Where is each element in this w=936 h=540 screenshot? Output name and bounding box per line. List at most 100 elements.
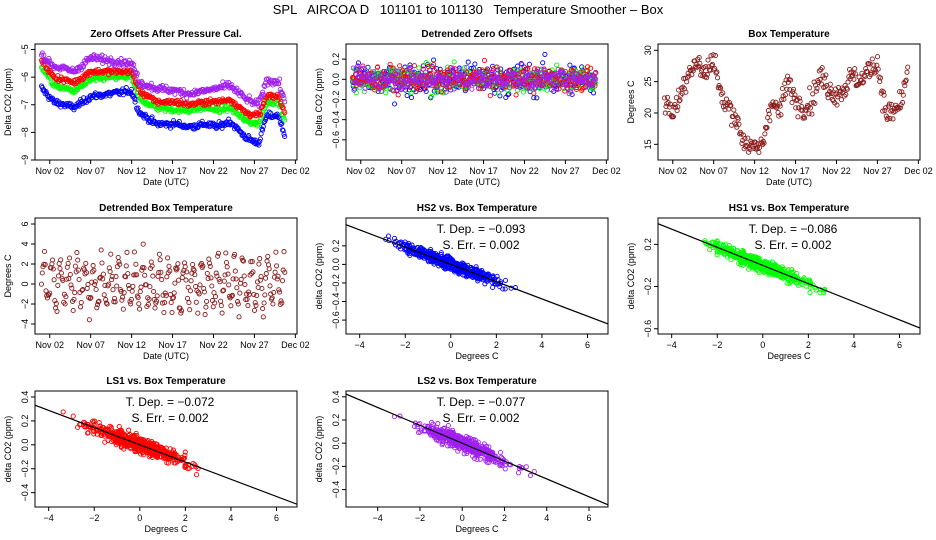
data-point: [263, 271, 269, 277]
data-point: [118, 289, 124, 295]
data-point: [240, 257, 246, 263]
data-point: [232, 126, 238, 132]
data-point: [117, 261, 123, 267]
x-tick-label: 6: [585, 340, 590, 350]
data-point: [190, 261, 196, 268]
data-point: [502, 286, 508, 292]
y-tick-label: 20: [643, 108, 653, 118]
data-point: [361, 73, 367, 79]
data-point: [894, 105, 900, 111]
data-point: [361, 89, 367, 95]
panel-hs1: HS1 vs. Box Temperature−4 −2 0 2 4 6−0.6−0.20…: [626, 203, 921, 361]
data-point: [129, 288, 135, 294]
data-point: [67, 255, 73, 261]
data-point: [257, 94, 263, 100]
data-point: [121, 290, 127, 296]
data-point: [519, 61, 525, 67]
data-point: [259, 285, 265, 292]
data-point: [64, 276, 70, 282]
data-point: [222, 272, 228, 278]
data-point: [111, 295, 118, 301]
data-point: [742, 135, 748, 142]
data-point: [385, 233, 392, 239]
data-point: [137, 289, 143, 295]
x-tick-label: Dec 02: [592, 166, 621, 176]
data-point: [148, 259, 154, 265]
y-tick-label: 0.4: [20, 391, 30, 404]
data-point: [87, 295, 93, 301]
data-point: [273, 249, 279, 255]
data-point: [272, 269, 278, 275]
data-point: [271, 289, 277, 296]
data-point: [378, 88, 384, 95]
data-point: [694, 64, 700, 70]
data-point: [229, 292, 235, 298]
data-point: [89, 269, 95, 275]
data-point: [738, 254, 745, 260]
data-point: [502, 277, 509, 283]
data-point: [267, 283, 273, 289]
data-point: [777, 103, 783, 109]
data-point: [370, 79, 376, 85]
data-point: [534, 66, 541, 72]
data-point: [524, 85, 530, 91]
data-point: [451, 259, 457, 266]
data-point: [469, 266, 475, 272]
data-point: [75, 424, 81, 431]
data-point: [676, 98, 682, 104]
data-point: [215, 253, 221, 259]
data-point: [438, 89, 444, 95]
data-point: [216, 276, 222, 282]
data-point: [779, 85, 785, 92]
panel-zero: Zero Offsets After Pressure Cal.Nov 02 No…: [3, 29, 310, 187]
data-point: [221, 287, 227, 293]
data-point: [834, 102, 840, 108]
data-point: [465, 273, 471, 279]
data-point: [228, 303, 234, 309]
data-point: [808, 100, 814, 106]
data-point: [170, 118, 177, 124]
x-tick-label: Nov 17: [158, 340, 187, 350]
data-point: [860, 79, 867, 85]
data-point: [223, 259, 230, 266]
data-point: [823, 72, 829, 78]
data-point: [736, 121, 742, 127]
x-tick-label: −4: [355, 340, 365, 350]
data-point: [278, 298, 284, 304]
series-ls1: [38, 57, 288, 120]
data-point: [234, 285, 240, 291]
x-tick-label: 4: [851, 340, 856, 350]
data-point: [481, 73, 488, 79]
data-point: [92, 281, 98, 287]
data-point: [452, 66, 458, 72]
data-point: [395, 92, 401, 98]
data-point: [205, 276, 211, 282]
data-point: [266, 266, 272, 272]
data-point: [55, 273, 62, 279]
data-point: [134, 272, 140, 278]
data-point: [187, 288, 193, 294]
y-tick-label: −0.6: [331, 311, 341, 329]
data-point: [810, 91, 816, 97]
data-point: [417, 87, 423, 93]
data-point: [704, 72, 710, 78]
data-point: [179, 275, 185, 281]
data-point: [110, 287, 116, 293]
data-point: [886, 101, 892, 107]
data-point: [574, 71, 580, 77]
data-point: [720, 90, 726, 96]
data-point: [226, 116, 232, 122]
data-point: [140, 241, 146, 247]
data-point: [554, 87, 560, 93]
data-point: [146, 296, 152, 302]
data-point: [282, 133, 288, 140]
data-point: [478, 269, 484, 275]
data-point: [731, 107, 737, 113]
data-point: [802, 115, 808, 121]
data-point: [72, 263, 78, 269]
data-point: [279, 278, 286, 284]
data-point: [495, 75, 502, 82]
data-point: [171, 290, 177, 296]
data-point: [535, 69, 541, 75]
x-tick-label: 2: [494, 340, 499, 350]
